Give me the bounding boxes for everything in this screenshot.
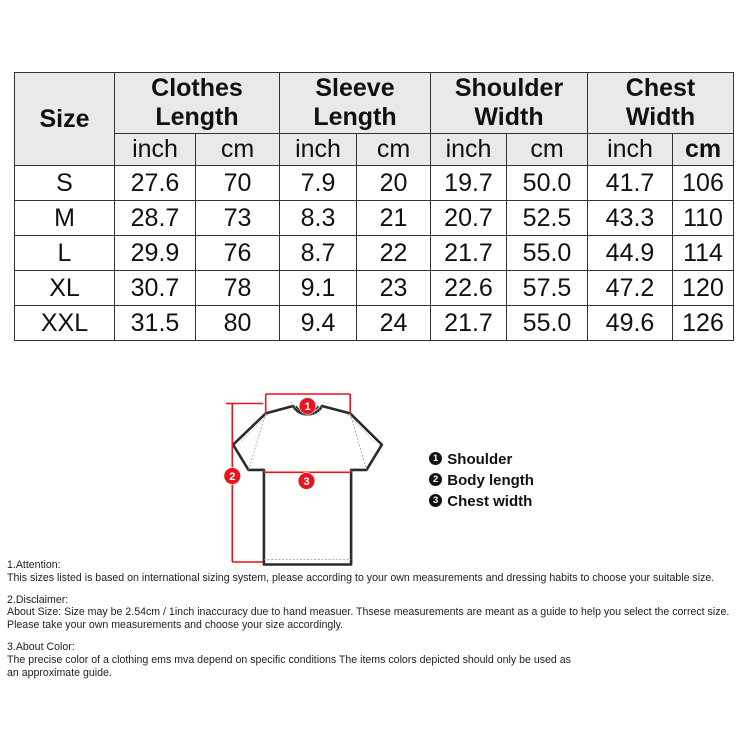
svg-text:1: 1 <box>304 401 310 413</box>
svg-text:3: 3 <box>303 476 309 488</box>
svg-text:2: 2 <box>229 471 235 483</box>
